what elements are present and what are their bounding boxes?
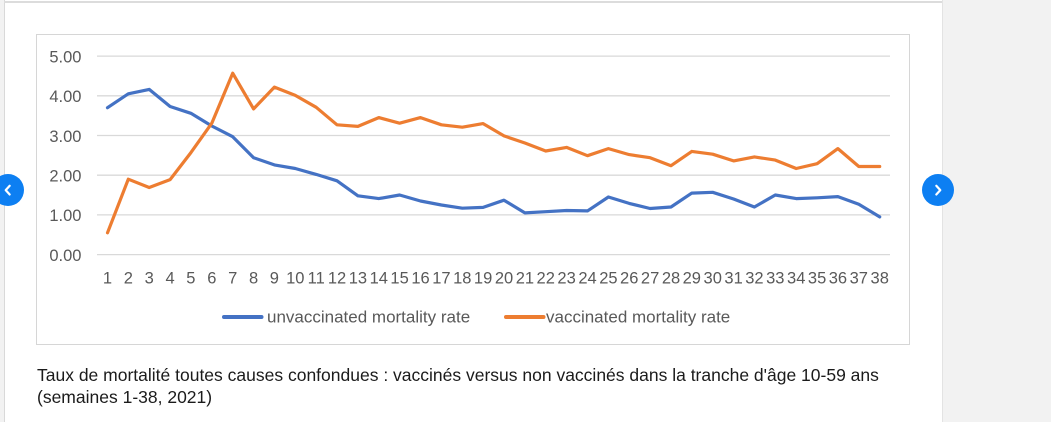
svg-text:vaccinated mortality rate: vaccinated mortality rate xyxy=(546,308,730,327)
svg-text:19: 19 xyxy=(474,270,492,288)
svg-text:0.00: 0.00 xyxy=(49,247,81,265)
svg-text:17: 17 xyxy=(432,270,450,288)
svg-text:28: 28 xyxy=(662,270,680,288)
svg-text:30: 30 xyxy=(704,270,722,288)
svg-text:37: 37 xyxy=(850,270,868,288)
svg-text:2.00: 2.00 xyxy=(49,168,81,186)
svg-text:8: 8 xyxy=(249,270,258,288)
svg-text:14: 14 xyxy=(370,270,388,288)
svg-text:36: 36 xyxy=(829,270,847,288)
svg-text:5: 5 xyxy=(186,270,195,288)
svg-text:15: 15 xyxy=(390,270,408,288)
svg-text:24: 24 xyxy=(578,270,596,288)
svg-text:29: 29 xyxy=(683,270,701,288)
svg-text:3: 3 xyxy=(145,270,154,288)
svg-text:7: 7 xyxy=(228,270,237,288)
svg-text:34: 34 xyxy=(787,270,805,288)
svg-text:4: 4 xyxy=(166,270,175,288)
svg-text:11: 11 xyxy=(308,270,325,288)
svg-text:33: 33 xyxy=(766,270,784,288)
svg-text:26: 26 xyxy=(620,270,638,288)
svg-text:16: 16 xyxy=(411,270,429,288)
svg-text:23: 23 xyxy=(557,270,575,288)
svg-text:1.00: 1.00 xyxy=(49,207,81,225)
svg-text:22: 22 xyxy=(537,270,555,288)
svg-text:1: 1 xyxy=(103,270,112,288)
svg-text:9: 9 xyxy=(270,270,279,288)
svg-text:4.00: 4.00 xyxy=(49,88,81,106)
svg-text:18: 18 xyxy=(453,270,471,288)
svg-text:10: 10 xyxy=(286,270,304,288)
svg-text:21: 21 xyxy=(516,270,534,288)
svg-text:3.00: 3.00 xyxy=(49,128,81,146)
svg-text:25: 25 xyxy=(599,270,617,288)
svg-text:6: 6 xyxy=(207,270,216,288)
svg-text:20: 20 xyxy=(495,270,513,288)
svg-text:unvaccinated mortality rate: unvaccinated mortality rate xyxy=(267,308,470,327)
svg-text:35: 35 xyxy=(808,270,826,288)
svg-text:2: 2 xyxy=(124,270,133,288)
svg-text:38: 38 xyxy=(871,270,889,288)
svg-text:31: 31 xyxy=(724,270,742,288)
svg-text:5.00: 5.00 xyxy=(49,48,81,66)
svg-text:13: 13 xyxy=(349,270,367,288)
svg-text:27: 27 xyxy=(641,270,659,288)
svg-text:32: 32 xyxy=(745,270,763,288)
svg-text:12: 12 xyxy=(328,270,346,288)
